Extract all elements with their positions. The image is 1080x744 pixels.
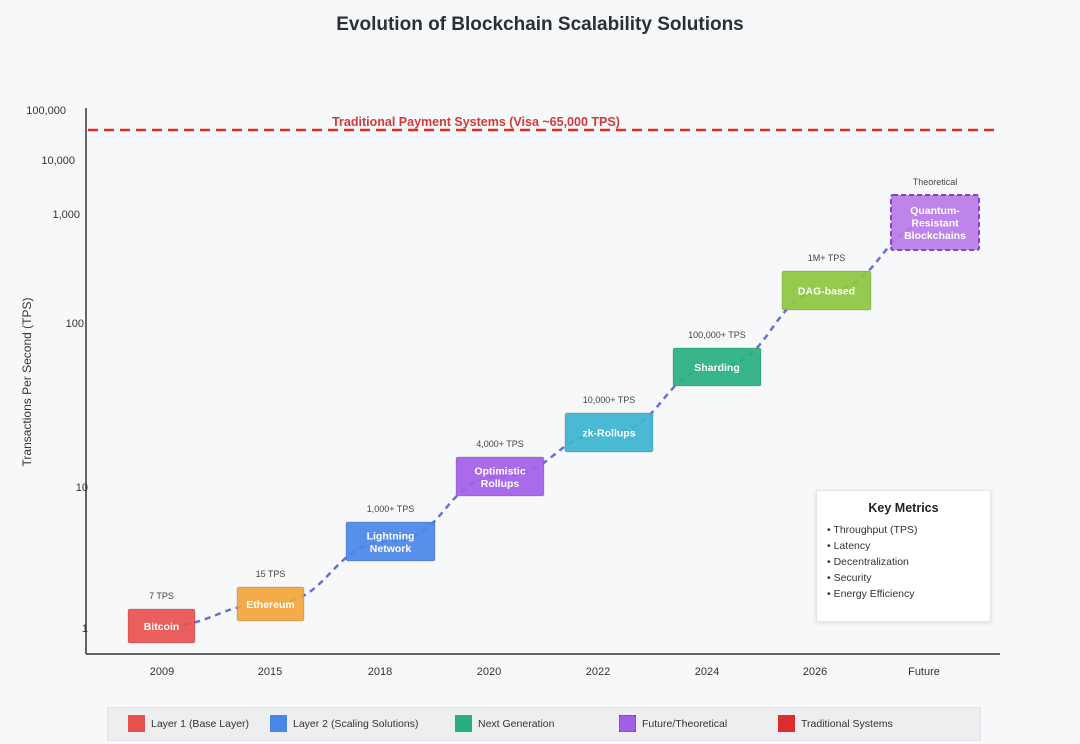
legend: Layer 1 (Base Layer) Layer 2 (Scaling So… [107,707,981,741]
legend-item-traditional: Traditional Systems [778,715,893,732]
key-metric-item: Latency [827,538,990,554]
legend-item-layer1: Layer 1 (Base Layer) [128,715,249,732]
tps-annotation: 1,000+ TPS [367,504,415,514]
legend-item-next-gen: Next Generation [455,715,554,732]
x-tick-label: Future [908,666,940,678]
y-tick-label: 100,000 [26,105,66,117]
key-metrics-title: Key Metrics [817,501,990,515]
solution-label: Blockchains [904,230,966,242]
solution-label: Quantum- [910,205,960,217]
x-tick-label: 2015 [258,666,282,678]
x-tick-label: 2018 [368,666,392,678]
tps-annotation: 7 TPS [149,591,174,601]
key-metric-item: Decentralization [827,554,990,570]
legend-label: Traditional Systems [801,718,893,730]
legend-swatch [778,715,795,732]
solution-label: Bitcoin [144,621,180,633]
solution-label: DAG-based [798,286,855,298]
x-tick-label: 2026 [803,666,827,678]
key-metric-item: Security [827,570,990,586]
tps-annotation: 1M+ TPS [808,253,846,263]
y-tick-label: 1,000 [52,209,80,221]
solution-label: Lightning [367,530,415,542]
solution-label: Optimistic [474,465,526,477]
legend-label: Layer 2 (Scaling Solutions) [293,718,418,730]
key-metric-item: Energy Efficiency [827,586,990,602]
y-tick-label: 10 [76,482,88,494]
x-tick-label: 2020 [477,666,501,678]
solution-label: Ethereum [246,599,294,611]
legend-label: Layer 1 (Base Layer) [151,718,249,730]
solution-label: Sharding [694,362,740,374]
tps-annotation: 10,000+ TPS [583,395,636,405]
legend-swatch [128,715,145,732]
legend-swatch [455,715,472,732]
legend-label: Next Generation [478,718,554,730]
tps-annotation: Theoretical [913,177,958,187]
reference-line-label: Traditional Payment Systems (Visa ~65,00… [332,115,620,129]
solution-label: Network [370,543,412,555]
x-tick-label: 2024 [695,666,719,678]
tps-annotation: 4,000+ TPS [476,439,524,449]
key-metric-item: Throughput (TPS) [827,522,990,538]
y-tick-label: 100 [66,318,84,330]
y-axis-label: Transactions Per Second (TPS) [20,298,34,467]
y-tick-label: 10,000 [41,155,75,167]
key-metrics-list: Throughput (TPS) Latency Decentralizatio… [817,522,990,602]
y-tick-label: 1 [82,623,88,635]
tps-annotation: 100,000+ TPS [688,330,746,340]
tps-annotation: 15 TPS [256,569,286,579]
legend-swatch [270,715,287,732]
x-tick-label: 2009 [150,666,174,678]
legend-item-future: Future/Theoretical [619,715,727,732]
solution-label: zk-Rollups [582,428,635,440]
legend-swatch [619,715,636,732]
x-tick-label: 2022 [586,666,610,678]
solution-label: Rollups [481,478,520,490]
solution-label: Resistant [911,218,959,230]
legend-item-layer2: Layer 2 (Scaling Solutions) [270,715,418,732]
legend-label: Future/Theoretical [642,718,727,730]
key-metrics-panel: Key Metrics Throughput (TPS) Latency Dec… [816,490,991,622]
